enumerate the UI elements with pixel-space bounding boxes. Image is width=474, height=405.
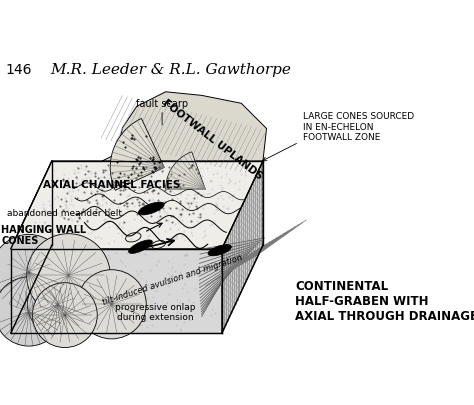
Circle shape: [32, 283, 97, 347]
Polygon shape: [11, 249, 222, 333]
Circle shape: [0, 235, 66, 309]
Ellipse shape: [208, 245, 231, 256]
Polygon shape: [102, 93, 266, 162]
Polygon shape: [110, 119, 164, 191]
Polygon shape: [166, 152, 205, 190]
Text: progressive onlap
during extension: progressive onlap during extension: [115, 302, 195, 322]
Text: abandoned meander belt: abandoned meander belt: [7, 209, 122, 218]
Polygon shape: [11, 162, 263, 249]
Text: tilt-induced avulsion and migration: tilt-induced avulsion and migration: [101, 253, 243, 306]
Circle shape: [27, 274, 88, 335]
Polygon shape: [11, 162, 52, 333]
Polygon shape: [222, 162, 263, 333]
Text: FOOTWALL UPLANDS: FOOTWALL UPLANDS: [161, 98, 264, 181]
Text: LARGE CONES SOURCED
IN EN-ECHELON
FOOTWALL ZONE: LARGE CONES SOURCED IN EN-ECHELON FOOTWA…: [302, 112, 414, 142]
Circle shape: [0, 277, 64, 346]
Text: 146: 146: [6, 62, 32, 76]
Ellipse shape: [138, 202, 164, 215]
Text: AXIAL CHANNEL FACIES: AXIAL CHANNEL FACIES: [43, 179, 181, 190]
Circle shape: [77, 270, 146, 339]
Ellipse shape: [128, 240, 152, 254]
Text: HANGING WALL
CONES: HANGING WALL CONES: [1, 224, 87, 245]
Circle shape: [27, 234, 110, 318]
Text: CONTINENTAL
HALF-GRABEN WITH
AXIAL THROUGH DRAINAGE: CONTINENTAL HALF-GRABEN WITH AXIAL THROU…: [295, 279, 474, 322]
Text: fault scarp: fault scarp: [136, 98, 188, 109]
Text: M.R. Leeder & R.L. Gawthorpe: M.R. Leeder & R.L. Gawthorpe: [50, 62, 291, 76]
